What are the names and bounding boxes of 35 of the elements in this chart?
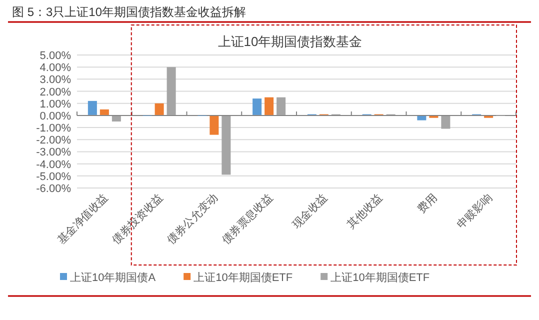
x-tick-label: 现金收益 [290,192,330,232]
bar [166,67,176,115]
bar [88,100,97,115]
bar [252,98,262,115]
bar [441,116,450,129]
legend-label: 上证10年期国债A [70,271,156,284]
bar [100,109,109,115]
bar [417,116,426,120]
y-tick-label: 5.00% [40,50,72,62]
legend-label: 上证10年期国债ETF [330,271,430,284]
x-tick-label: 债券投资收益 [110,190,166,247]
x-tick-label: 费用 [415,190,440,216]
x-tick-label: 债券公允变动 [164,190,220,247]
y-tick-label: 2.00% [40,86,72,98]
y-tick-label: -5.00% [36,170,72,183]
bar [112,116,121,122]
y-tick-label: 4.00% [40,62,72,74]
bar [276,97,286,115]
bar [154,103,164,115]
bar [222,116,231,175]
bar [264,97,274,115]
y-tick-label: 3.00% [40,74,72,86]
y-tick-label: 0.00% [40,110,72,122]
y-tick-label: 1.00% [40,98,72,110]
y-tick-label: -3.00% [36,146,72,159]
y-tick-label: -4.00% [36,158,72,171]
y-tick-label: -2.00% [36,134,72,147]
x-tick-label: 债券票息收益 [219,190,276,247]
chart-title: 图 5：3只上证10年期国债指数基金收益拆解 [12,5,246,19]
x-tick-label: 申赎影响 [454,190,495,232]
legend-label: 上证10年期国债ETF [194,271,293,284]
chart-subtitle: 上证10年期国债指数基金 [218,34,362,49]
y-tick-label: -1.00% [36,122,72,135]
x-tick-label: 其他收益 [344,190,385,232]
bar [210,116,219,135]
